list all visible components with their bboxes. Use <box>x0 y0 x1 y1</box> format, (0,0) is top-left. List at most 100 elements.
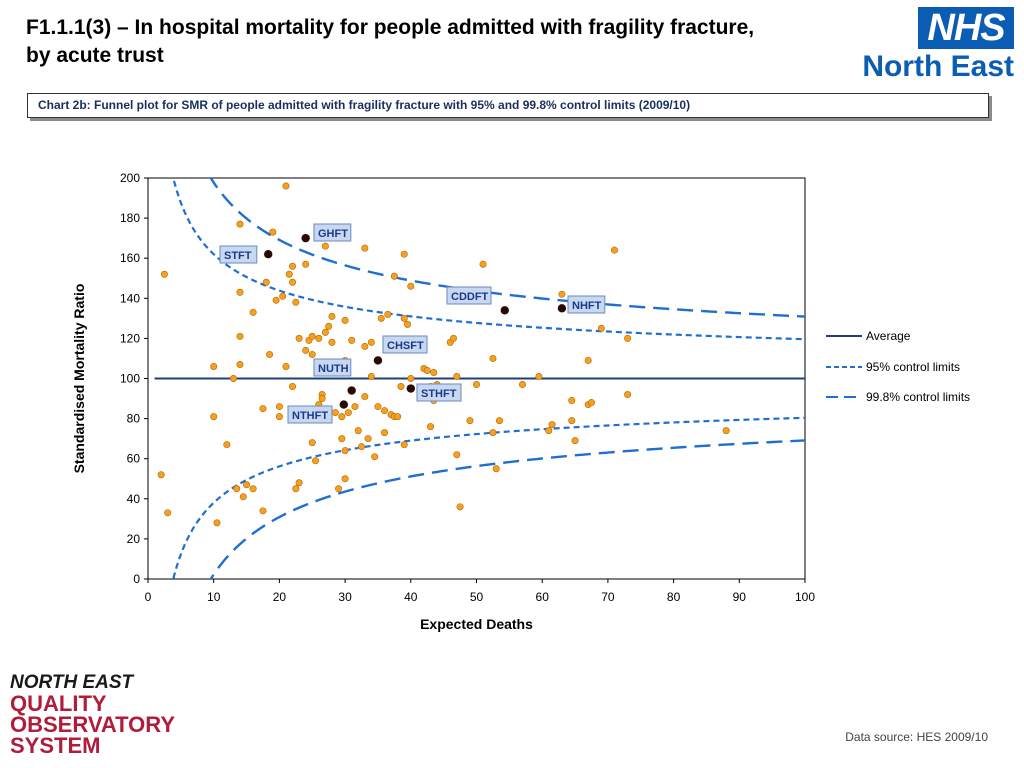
trust-point-110 <box>545 427 553 435</box>
trust-label-nhft: NHFT <box>572 300 602 312</box>
trust-point-71 <box>367 372 375 380</box>
trust-point-84 <box>400 314 408 322</box>
trust-point-105 <box>489 354 497 362</box>
x-tick-label-50: 50 <box>470 590 484 604</box>
trust-point-8 <box>233 485 241 493</box>
trust-point-106 <box>492 465 500 473</box>
trust-point-72 <box>371 453 379 461</box>
trust-point-122 <box>624 391 632 399</box>
trust-point-85 <box>400 441 408 449</box>
x-tick-label-80: 80 <box>667 590 681 604</box>
trust-label-box-sthft <box>416 383 462 402</box>
trust-point-17 <box>259 507 267 515</box>
trust-point-10 <box>236 288 244 296</box>
trust-label-cddft: CDDFT <box>451 291 489 303</box>
highlighted-point-stft <box>264 249 273 259</box>
legend-label-2: 99.8% control limits <box>866 390 970 404</box>
trust-point-112 <box>558 290 566 298</box>
x-tick-label-0: 0 <box>145 590 152 604</box>
nhs-north-east-logo: NHS North East <box>848 5 1018 85</box>
trust-point-51 <box>328 312 336 320</box>
trust-point-61 <box>344 409 352 417</box>
trust-point-75 <box>381 407 389 415</box>
trust-point-31 <box>289 383 297 391</box>
trust-label-box-chsft <box>382 335 428 354</box>
trust-point-69 <box>364 435 372 443</box>
trust-point-16 <box>249 308 257 316</box>
lower-998-limit <box>209 439 805 579</box>
trust-point-41 <box>308 332 316 340</box>
trust-point-90 <box>423 366 431 374</box>
trust-point-97 <box>450 334 458 342</box>
x-tick-label-40: 40 <box>404 590 418 604</box>
neqos-logo-line1: NORTH EAST <box>10 672 134 693</box>
trust-point-9 <box>236 220 244 228</box>
trust-point-12 <box>236 360 244 368</box>
trust-point-20 <box>266 350 274 358</box>
trust-label-stft: STFT <box>224 250 252 262</box>
trust-point-48 <box>321 242 329 250</box>
y-tick-label-140: 140 <box>120 291 140 305</box>
trust-point-42 <box>308 350 316 358</box>
trust-point-55 <box>338 413 346 421</box>
trust-point-68 <box>361 393 369 401</box>
trust-label-ghft: GHFT <box>318 228 348 240</box>
trust-point-26 <box>282 182 290 190</box>
trust-point-70 <box>367 338 375 346</box>
trust-point-100 <box>456 503 464 511</box>
neqos-logo-line3: OBSERVATORY <box>10 712 176 737</box>
trust-label-box-ghft <box>313 223 352 242</box>
trust-point-93 <box>430 368 438 376</box>
neqos-logo-line4: SYSTEM <box>10 733 101 758</box>
trust-point-63 <box>351 403 359 411</box>
trust-point-74 <box>377 314 385 322</box>
highlighted-point-nthft <box>339 400 348 409</box>
trust-point-47 <box>318 395 326 403</box>
x-tick-label-30: 30 <box>338 590 352 604</box>
y-tick-label-40: 40 <box>127 492 141 506</box>
trust-point-109 <box>535 372 543 380</box>
trust-point-104 <box>489 429 497 437</box>
trust-point-102 <box>472 381 480 389</box>
trust-point-88 <box>407 375 415 383</box>
trust-label-nthft: NTHFT <box>292 410 328 422</box>
trust-label-chsft: CHSFT <box>387 340 424 352</box>
trust-point-40 <box>308 439 316 447</box>
trust-point-11 <box>236 332 244 340</box>
trust-point-19 <box>262 278 270 286</box>
y-axis-title: Standardised Mortality Ratio <box>71 284 87 474</box>
trust-point-114 <box>568 417 576 425</box>
trust-point-29 <box>289 278 297 286</box>
trust-point-43 <box>312 457 320 465</box>
lower-95-limit <box>172 416 805 579</box>
trust-point-24 <box>275 413 283 421</box>
trust-point-35 <box>295 334 303 342</box>
trust-point-56 <box>338 435 346 443</box>
trust-point-116 <box>584 356 592 364</box>
trust-label-box-nhft <box>567 295 606 314</box>
trust-point-119 <box>597 324 605 332</box>
trust-point-87 <box>407 282 415 290</box>
neqos-logo-line2: QUALITY <box>10 691 107 716</box>
nhs-region-text: North East <box>862 50 1014 83</box>
trust-label-box-cddft <box>446 286 492 305</box>
trust-point-64 <box>354 427 362 435</box>
y-tick-label-200: 200 <box>120 171 140 185</box>
neqos-logo: NORTH EAST QUALITY OBSERVATORY SYSTEM <box>10 672 210 758</box>
trust-point-34 <box>292 298 300 306</box>
highlighted-point-sthft <box>406 384 415 393</box>
trust-point-22 <box>272 296 280 304</box>
trust-point-111 <box>548 421 556 429</box>
trust-point-18 <box>259 405 267 413</box>
y-tick-label-160: 160 <box>120 251 140 265</box>
trust-point-98 <box>453 372 461 380</box>
legend-label-1: 95% control limits <box>866 360 960 374</box>
legend-label-0: Average <box>866 329 911 343</box>
trust-point-44 <box>315 334 323 342</box>
trust-point-33 <box>292 485 300 493</box>
trust-point-36 <box>295 479 303 487</box>
trust-point-83 <box>400 250 408 258</box>
trust-point-15 <box>249 485 257 493</box>
trust-label-box-nthft <box>287 405 333 424</box>
trust-point-52 <box>328 338 336 346</box>
